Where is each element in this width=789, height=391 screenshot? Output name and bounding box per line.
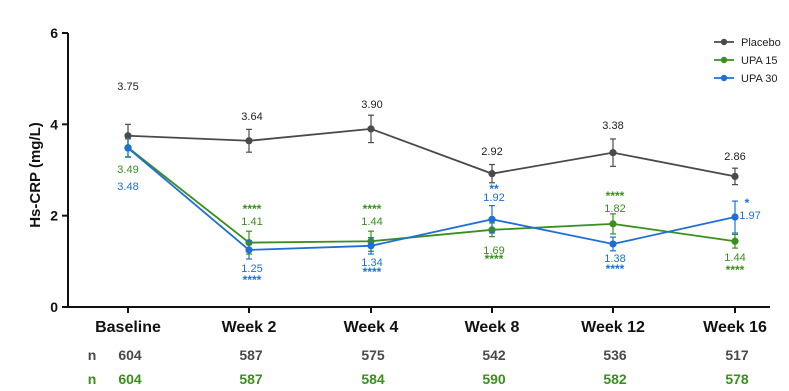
- data-point: [488, 215, 496, 223]
- data-label: 3.49: [117, 164, 138, 176]
- data-point: [609, 220, 617, 228]
- data-label: 3.48: [117, 181, 138, 193]
- y-axis-label: Hs-CRP (mg/L): [27, 122, 44, 228]
- n-row-label: n: [88, 347, 97, 363]
- series-line: [127, 147, 736, 251]
- n-value: 590: [482, 371, 506, 387]
- legend-marker: [720, 74, 728, 82]
- n-table: n 604 587 575 542 536 517 n 604 587 584 590 582 578: [88, 347, 749, 387]
- data-label: 1.38: [604, 253, 625, 265]
- data-label: 1.82: [604, 203, 625, 215]
- n-value: 575: [361, 347, 385, 363]
- data-point: [367, 125, 375, 133]
- n-value: 536: [603, 347, 627, 363]
- series-line: [127, 146, 736, 244]
- legend-label: Placebo: [741, 37, 781, 49]
- legend-label: UPA 15: [741, 55, 778, 67]
- x-tick-label: Week 16: [703, 319, 767, 336]
- n-value: 542: [482, 347, 506, 363]
- legend-label: UPA 30: [741, 73, 778, 85]
- significance-label: ****: [726, 263, 745, 277]
- labels-layer: 3.753.643.902.923.382.863.491.41****1.44…: [117, 81, 760, 287]
- significance-label: ****: [243, 273, 262, 287]
- data-point: [731, 213, 739, 221]
- data-label: 3.64: [241, 111, 262, 123]
- axes: 0 2 4 6 Baseline Week 2 Week 4 Week 8 Week 12 Wee…: [50, 25, 770, 336]
- n-value: 604: [118, 347, 142, 363]
- x-tick-label: Week 2: [222, 319, 277, 336]
- x-tick-label: Baseline: [95, 319, 161, 336]
- data-point: [245, 246, 253, 254]
- data-point: [367, 242, 375, 250]
- y-tick-label: 0: [50, 299, 58, 315]
- significance-label: ****: [363, 265, 382, 279]
- significance-label: ****: [243, 202, 262, 216]
- data-label: 2.92: [481, 146, 502, 158]
- n-value: 517: [725, 347, 749, 363]
- data-label: 1.69: [483, 245, 504, 257]
- n-value: 587: [239, 371, 263, 387]
- data-label: 1.41: [241, 216, 262, 228]
- data-label: 1.44: [361, 216, 382, 228]
- data-label: 1.25: [241, 263, 262, 275]
- significance-label: ****: [363, 202, 382, 216]
- x-tick-label: Week 4: [344, 319, 399, 336]
- significance-label: **: [489, 182, 499, 196]
- y-tick-label: 2: [50, 208, 58, 224]
- series-0: [124, 114, 739, 186]
- legend-marker: [720, 56, 728, 64]
- n-value: 582: [603, 371, 627, 387]
- legend-marker: [720, 38, 728, 46]
- data-label: 3.90: [361, 99, 382, 111]
- significance-label: *: [745, 196, 750, 210]
- data-point: [124, 132, 132, 140]
- data-label: 3.38: [602, 120, 623, 132]
- data-point: [245, 137, 253, 145]
- x-tick-label: Week 12: [581, 319, 645, 336]
- n-value: 584: [361, 371, 385, 387]
- n-row-label: n: [88, 371, 97, 387]
- x-tick-label: Week 8: [465, 319, 520, 336]
- n-value: 578: [725, 371, 749, 387]
- significance-label: ****: [485, 252, 504, 266]
- data-point: [609, 240, 617, 248]
- series-layer: [124, 114, 739, 260]
- y-tick-label: 4: [50, 116, 58, 132]
- significance-label: ****: [606, 262, 625, 276]
- data-label: 3.75: [117, 81, 138, 93]
- series-2: [124, 138, 739, 260]
- y-tick-label: 6: [50, 25, 58, 41]
- data-label: 1.34: [361, 257, 382, 269]
- significance-label: ****: [606, 189, 625, 203]
- legend: Placebo UPA 15 UPA 30: [714, 37, 781, 85]
- data-point: [731, 172, 739, 180]
- data-label: 1.44: [724, 252, 745, 264]
- data-label: 1.97: [739, 210, 760, 222]
- data-point: [124, 144, 132, 152]
- n-value: 604: [118, 371, 142, 387]
- data-point: [731, 237, 739, 245]
- data-label: 1.92: [483, 192, 504, 204]
- data-point: [488, 170, 496, 178]
- data-point: [609, 149, 617, 157]
- n-value: 587: [239, 347, 263, 363]
- series-line: [127, 127, 736, 178]
- data-label: 2.86: [724, 151, 745, 163]
